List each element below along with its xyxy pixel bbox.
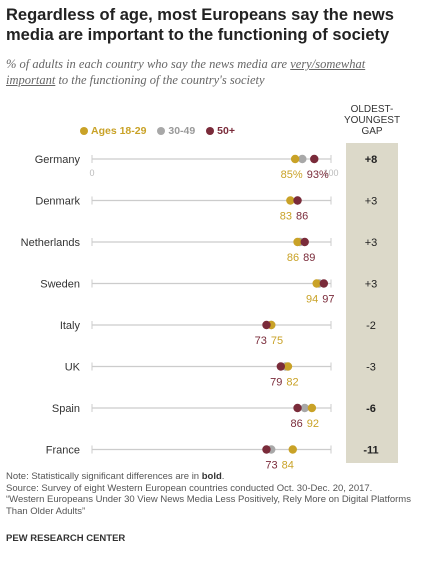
gap-value: -3 <box>366 362 376 374</box>
data-label: 79 <box>270 377 282 389</box>
country-label: Germany <box>35 154 81 166</box>
data-label: 86 <box>290 418 302 430</box>
legend-label-young: Ages 18-29 <box>91 125 147 137</box>
source-line: Source: Survey of eight Western European… <box>6 482 373 494</box>
country-label: UK <box>65 362 81 374</box>
chart-title: Regardless of age, most Europeans say th… <box>6 6 394 44</box>
subtitle-text: % of adults in each country who say the … <box>6 57 291 71</box>
dot-young <box>290 154 300 164</box>
dot-old <box>319 279 329 288</box>
legend-dot-old <box>206 127 215 135</box>
data-label: 73 <box>255 335 267 347</box>
dot-mid <box>298 154 307 164</box>
note-bold: bold <box>201 471 222 482</box>
country-label: Denmark <box>35 196 80 208</box>
dot-young <box>288 445 297 454</box>
dot-old <box>293 403 302 413</box>
country-label: Netherlands <box>21 237 81 249</box>
data-label: 82 <box>286 377 298 389</box>
gap-value: -2 <box>366 320 376 332</box>
country-label: Spain <box>52 403 80 415</box>
legend-item-young: Ages 18-29 <box>80 125 146 137</box>
legend-item-mid: 30-49 <box>157 125 195 137</box>
note-suffix: . <box>221 471 225 482</box>
gap-value: +3 <box>365 237 378 249</box>
gap-value: +8 <box>365 154 378 166</box>
note-line: Note: Statistically significant differen… <box>6 471 416 483</box>
gap-column-background <box>346 143 398 463</box>
subtitle-text-end: to the functioning of the country's soci… <box>55 73 265 87</box>
data-label: 75 <box>271 335 283 347</box>
note-prefix: Note: Statistically significant differen… <box>6 471 202 482</box>
dot-young <box>307 403 317 413</box>
dot-young <box>293 237 302 247</box>
chart-subtitle: % of adults in each country who say the … <box>6 56 416 88</box>
gap-value: -6 <box>366 403 376 415</box>
dot-young <box>283 362 293 371</box>
dot-old <box>300 237 309 247</box>
legend-item-old: 50+ <box>206 125 235 137</box>
data-label: 86 <box>287 252 299 264</box>
data-label: 92 <box>307 418 319 430</box>
data-label: 94 <box>306 294 318 306</box>
pew-credit: PEW RESEARCH CENTER <box>6 533 126 544</box>
legend-dot-mid <box>157 127 166 135</box>
gap-value: -11 <box>363 445 378 457</box>
legend-label-mid: 30-49 <box>168 125 196 137</box>
gap-value: +3 <box>365 279 378 291</box>
legend-label-old: 50+ <box>217 125 235 137</box>
x-tick-label: 100 <box>323 168 338 178</box>
country-label: Sweden <box>40 279 80 291</box>
data-label: 85% <box>281 169 303 181</box>
dot-old <box>276 362 286 371</box>
data-label: 83 <box>280 211 292 223</box>
dot-old <box>293 196 302 205</box>
dot-old <box>262 445 271 454</box>
dot-plot: Germany 0 100 85% 93% +8 Denmark 83 86 +3 Netherla… <box>21 154 379 471</box>
gap-header-line: GAP <box>361 126 383 137</box>
report-title: “Western Europeans Under 30 View News Me… <box>6 494 411 517</box>
country-label: Italy <box>60 320 81 332</box>
gap-header-line: YOUNGEST <box>343 115 401 126</box>
data-label: 73 <box>265 460 277 471</box>
gap-column-header: OLDEST- YOUNGEST GAP <box>336 104 408 137</box>
chart-legend: Ages 18-29 30-49 50+ <box>80 125 243 137</box>
data-label: 93% <box>307 169 329 181</box>
data-label: 86 <box>296 211 308 223</box>
chart-notes: Note: Statistically significant differen… <box>6 471 416 517</box>
data-label: 97 <box>322 294 334 306</box>
x-tick-label: 0 <box>89 168 94 178</box>
data-label: 89 <box>303 252 315 264</box>
gap-value: +3 <box>365 196 378 208</box>
subtitle-emphasis: very/somewhat important <box>6 57 366 87</box>
gap-header-line: OLDEST- <box>350 104 394 115</box>
dot-young <box>286 196 295 205</box>
dot-mid <box>300 403 309 413</box>
dot-old <box>262 320 271 330</box>
dot-old <box>310 154 319 164</box>
dot-young <box>312 279 321 288</box>
legend-dot-young <box>80 127 88 135</box>
country-label: France <box>46 445 80 457</box>
data-label: 84 <box>282 460 294 471</box>
